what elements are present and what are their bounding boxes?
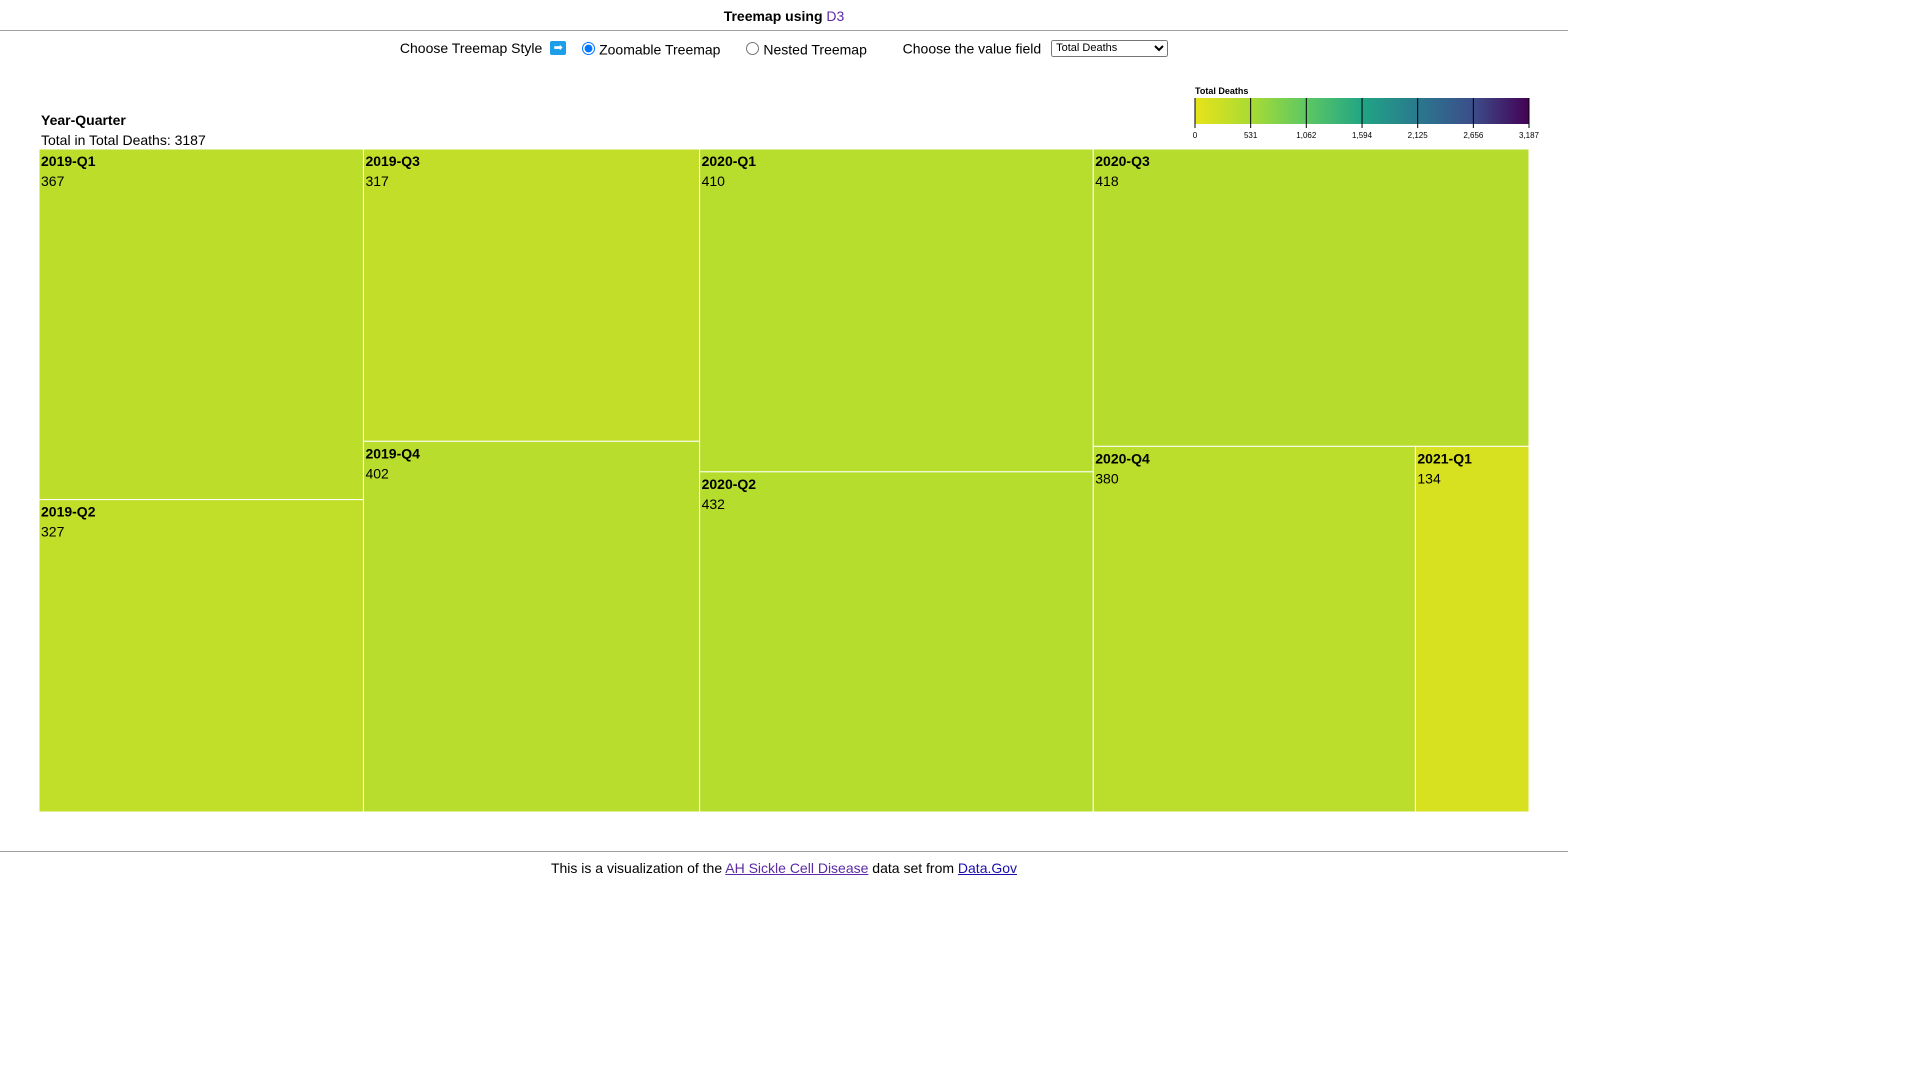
- treemap-cell-2019-q4[interactable]: 2019-Q4 402: [362, 440, 701, 812]
- page-header: Treemap using D3: [0, 0, 1568, 31]
- treemap-rect[interactable]: [1092, 445, 1416, 812]
- treemap-rect[interactable]: [1092, 149, 1529, 447]
- total-label: Total in Total Deaths: 3187: [41, 132, 206, 148]
- treemap-rect[interactable]: [362, 149, 701, 442]
- treemap-cell-2020-q4[interactable]: 2020-Q4 380: [1092, 445, 1416, 812]
- treemap-rect[interactable]: [39, 149, 364, 501]
- treemap-cell-2019-q3[interactable]: 2019-Q3 317: [362, 149, 701, 442]
- treemap-cell-2020-q2[interactable]: 2020-Q2 432: [699, 471, 1094, 812]
- cell-name-label: 2019-Q1: [41, 153, 96, 169]
- style-label: Choose Treemap Style: [399, 40, 543, 57]
- footer-text: This is a visualization of the AH Sickle…: [550, 860, 1018, 876]
- cell-value-label: 380: [1095, 470, 1119, 486]
- legend-tick-label: 1,594: [1352, 131, 1373, 140]
- cell-name-label: 2019-Q3: [365, 153, 420, 169]
- treemap-cell-2021-q1[interactable]: 2021-Q1 134: [1414, 445, 1529, 812]
- color-legend: Total Deaths 0 531 1,062 1,594 2,125 2,656 3,18…: [1193, 86, 1540, 140]
- legend-tick-label: 2,125: [1408, 131, 1429, 140]
- cell-value-label: 134: [1417, 470, 1441, 486]
- legend-title: Total Deaths: [1195, 86, 1248, 96]
- value-field-select[interactable]: Total Deaths: [1051, 39, 1169, 57]
- cell-value-label: 402: [365, 465, 389, 481]
- data-gov-link[interactable]: Data.Gov: [957, 860, 1018, 876]
- cell-value-label: 432: [702, 496, 726, 512]
- value-field-label: Choose the value field: [902, 40, 1042, 57]
- dataset-link[interactable]: AH Sickle Cell Disease: [725, 860, 869, 876]
- legend-tick-label: 1,062: [1296, 131, 1317, 140]
- cell-name-label: 2019-Q4: [365, 445, 420, 461]
- cell-value-label: 317: [365, 173, 389, 189]
- treemap-rect[interactable]: [1414, 445, 1529, 812]
- zoomable-treemap-option[interactable]: Zoomable Treemap: [578, 40, 724, 57]
- treemap-chart: 2019-Q1 367 2019-Q2 327 2019-Q3 317 2019-Q4 402…: [39, 149, 1529, 812]
- page-footer: This is a visualization of the AH Sickle…: [0, 851, 1568, 883]
- d3-link[interactable]: D3: [826, 8, 845, 24]
- zoomable-treemap-radio[interactable]: [582, 42, 596, 56]
- treemap-rect[interactable]: [699, 471, 1094, 812]
- cell-value-label: 410: [702, 173, 726, 189]
- treemap-cell-2020-q3[interactable]: 2020-Q3 418: [1092, 149, 1529, 447]
- treemap-rect[interactable]: [362, 440, 701, 812]
- treemap-rect[interactable]: [39, 499, 364, 812]
- treemap-cell-2019-q2[interactable]: 2019-Q2 327: [39, 499, 364, 812]
- legend-tick-label: 3,187: [1519, 131, 1540, 140]
- nested-treemap-radio[interactable]: [746, 42, 760, 56]
- nested-treemap-option[interactable]: Nested Treemap: [742, 40, 870, 57]
- cell-name-label: 2020-Q1: [702, 153, 757, 169]
- cell-value-label: 367: [41, 173, 65, 189]
- cell-name-label: 2020-Q2: [702, 476, 757, 492]
- breadcrumb[interactable]: Year-Quarter: [41, 112, 126, 128]
- cell-value-label: 327: [41, 524, 65, 540]
- cell-name-label: 2020-Q4: [1095, 450, 1150, 466]
- legend-tick-label: 2,656: [1463, 131, 1484, 140]
- treemap-cell-2020-q1[interactable]: 2020-Q1 410: [699, 149, 1094, 473]
- legend-tick-label: 0: [1193, 131, 1198, 140]
- controls-bar: Choose Treemap Style ➡ Zoomable Treemap …: [0, 39, 1568, 57]
- page-title: Treemap using D3: [723, 8, 845, 24]
- treemap-rect[interactable]: [699, 149, 1094, 473]
- legend-tick-label: 531: [1244, 131, 1258, 140]
- treemap-cell-2019-q1[interactable]: 2019-Q1 367: [39, 149, 364, 501]
- cell-name-label: 2020-Q3: [1095, 153, 1150, 169]
- right-arrow-icon: ➡: [550, 41, 567, 56]
- cell-value-label: 418: [1095, 173, 1119, 189]
- cell-name-label: 2019-Q2: [41, 504, 96, 520]
- cell-name-label: 2021-Q1: [1417, 450, 1472, 466]
